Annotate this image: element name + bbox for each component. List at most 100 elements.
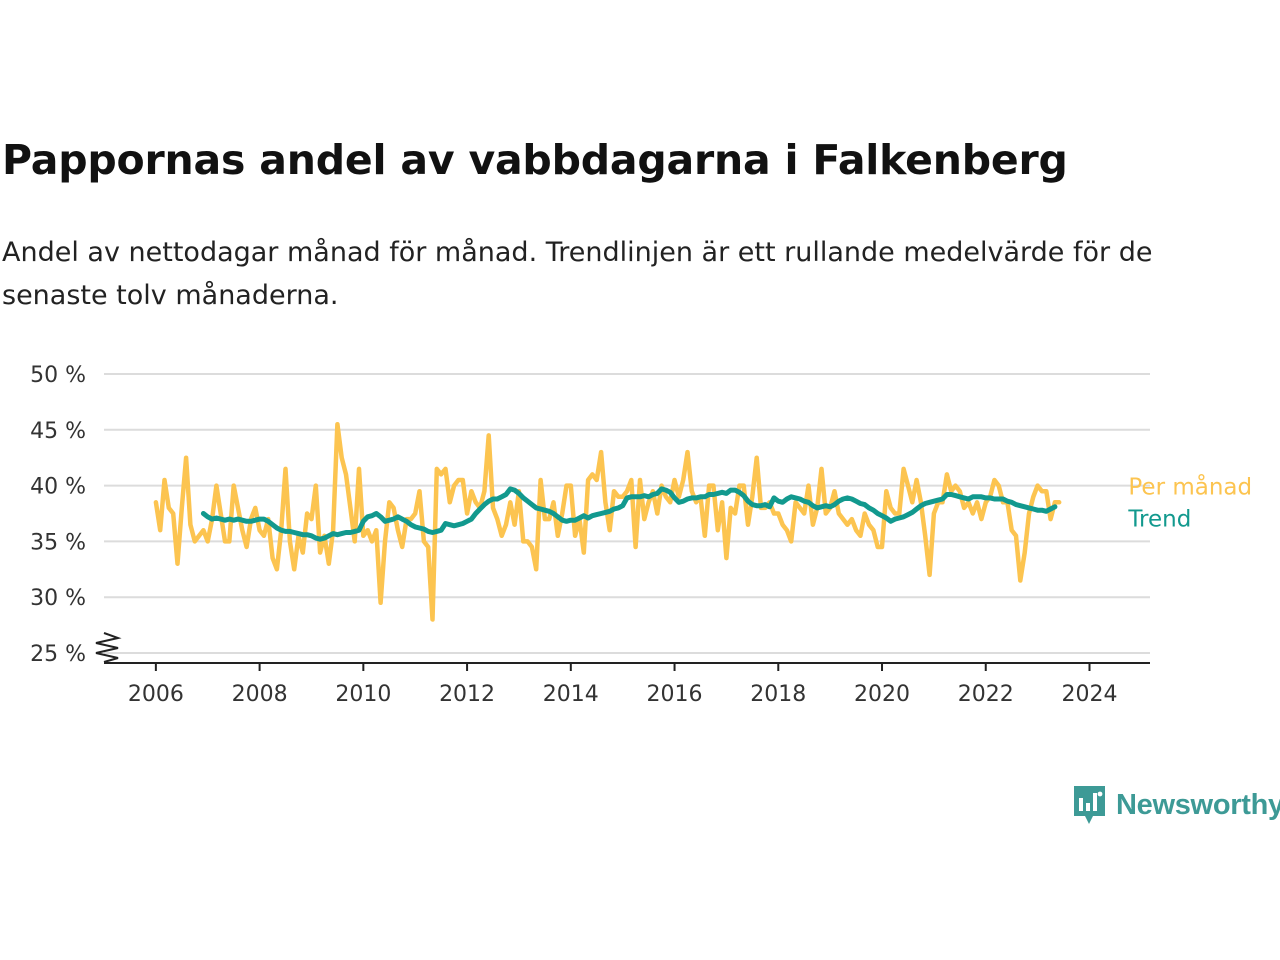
data-point [985,501,987,504]
data-point [254,519,257,521]
data-point [414,512,417,515]
data-point [587,479,589,481]
data-point [570,484,572,487]
y-axis-tick-labels: 25 % 30 % 35 % 40 % 45 % 50 % [30,363,86,667]
data-point [851,518,853,520]
data-point [215,484,218,487]
data-point [561,512,563,515]
series-labels: Per månad Trend [1127,473,1252,533]
data-point [652,493,654,496]
data-point [1032,508,1035,510]
data-point [440,473,442,476]
data-point [686,498,689,500]
data-point [691,497,693,499]
data-point [941,501,944,504]
data-point [250,520,252,523]
gridlines [104,373,1150,654]
data-point [487,434,490,437]
data-point [682,479,684,481]
data-point [565,520,568,523]
data-point [647,496,650,498]
data-point [289,540,291,543]
data-point [980,518,983,520]
data-point [397,516,399,518]
data-point [457,523,460,526]
data-point [742,494,745,497]
data-point [626,490,628,493]
data-point [595,479,598,481]
data-point [660,484,663,487]
data-point [474,501,477,504]
data-point [245,520,248,523]
data-point [1058,501,1060,504]
data-point [336,533,339,536]
data-point [410,523,412,526]
data-point [691,490,693,493]
data-point [790,496,792,498]
data-point [665,496,667,498]
data-point [915,508,918,510]
data-point [665,489,667,491]
x-tick-label: 2010 [335,682,391,707]
data-point [859,535,862,537]
data-point [928,501,931,504]
data-point [552,501,555,504]
data-point [634,496,637,498]
data-point [587,517,589,519]
data-point [643,494,646,497]
data-point [937,499,939,501]
data-point [513,489,516,491]
x-tick-label: 2020 [854,682,910,707]
data-point [699,496,702,498]
data-point [799,507,801,509]
data-point [747,500,749,503]
data-point [462,522,464,525]
data-point [704,496,706,498]
data-point [362,535,365,537]
data-point [570,519,572,521]
data-point [431,618,434,621]
y-tick-label: 25 % [30,642,86,667]
data-point [747,523,749,526]
data-point [206,516,209,518]
data-point [876,546,879,548]
data-point [397,529,399,531]
data-point [954,494,957,497]
data-point [820,506,823,508]
data-point [405,520,408,523]
data-point [907,513,909,516]
data-point [911,511,914,514]
data-point [384,540,386,543]
data-point [1010,529,1013,531]
data-point [198,535,200,537]
data-point [362,520,365,523]
data-point [1023,551,1026,554]
data-point [885,490,888,493]
data-point [565,484,568,487]
data-point [604,511,607,514]
brand-logo: Newsworthy [1072,784,1280,826]
data-point [509,488,512,490]
data-point [345,531,347,534]
data-point [1049,508,1052,510]
data-point [976,501,978,504]
data-point [254,507,257,509]
data-point [315,484,317,487]
data-point [293,531,296,534]
data-point [392,518,395,520]
data-point [410,518,412,520]
data-point [820,468,823,470]
data-point [777,500,780,503]
data-point [340,532,343,535]
data-point [678,496,680,498]
data-point [1054,506,1056,508]
x-tick-label: 2016 [647,682,703,707]
data-point [1006,500,1009,503]
data-point [717,492,719,495]
data-point [263,518,265,520]
data-point [1049,518,1052,520]
data-point [876,512,879,515]
data-point [531,546,533,548]
data-point [228,518,231,520]
data-point [993,479,996,481]
